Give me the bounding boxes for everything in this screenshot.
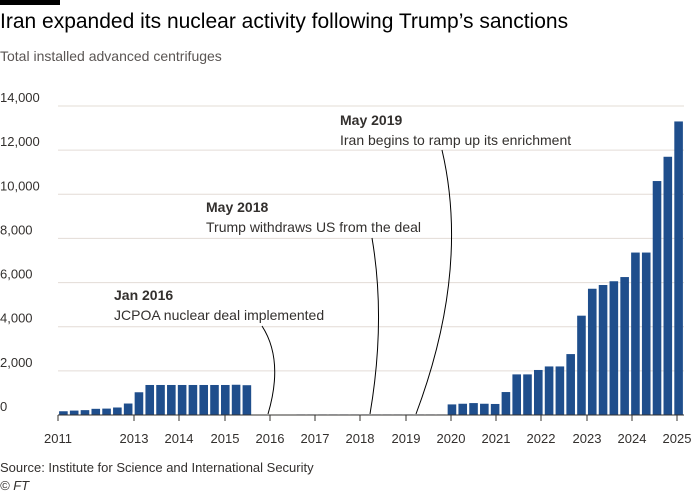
data-bar <box>609 281 619 415</box>
data-bar <box>577 315 586 415</box>
x-tick-label: 2016 <box>256 431 285 446</box>
data-bar <box>544 366 554 415</box>
x-tick-label: 2019 <box>392 431 421 446</box>
data-bar <box>631 252 640 415</box>
data-bar <box>533 369 543 415</box>
annotation-text: Iran begins to ramp up its enrichment <box>340 132 571 148</box>
data-bar <box>156 384 165 415</box>
data-bar <box>480 403 489 415</box>
x-tick-label: 2024 <box>618 431 647 446</box>
x-tick-label: 2018 <box>346 431 375 446</box>
y-tick-label: 12,000 <box>0 134 40 149</box>
data-bar <box>587 288 597 415</box>
x-tick-label: 2014 <box>165 431 194 446</box>
data-bar <box>220 384 230 415</box>
data-bar <box>512 374 522 415</box>
data-bar <box>242 385 252 415</box>
data-bar <box>102 408 111 415</box>
annotation-leader-line <box>261 325 276 415</box>
annotation-text: JCPOA nuclear deal implemented <box>114 307 324 323</box>
data-bar <box>447 404 457 415</box>
data-bar <box>91 408 101 415</box>
data-bar <box>80 410 90 415</box>
data-bar <box>134 392 144 415</box>
chart-title: Iran expanded its nuclear activity follo… <box>0 10 569 33</box>
data-bar <box>523 374 532 415</box>
x-tick-label: 2011 <box>44 431 72 446</box>
data-bar <box>490 403 500 415</box>
annotation-date: Jan 2016 <box>114 287 173 303</box>
x-tick-label: 2015 <box>211 431 240 446</box>
data-bar <box>641 252 651 415</box>
chart-subtitle: Total installed advanced centrifuges <box>0 48 222 64</box>
data-bar <box>501 392 511 415</box>
source-note: Source: Institute for Science and Intern… <box>0 460 314 475</box>
y-tick-label: 4,000 <box>0 311 33 326</box>
x-tick-label: 2013 <box>120 431 149 446</box>
bar-chart: 0 2,000 4,000 6,000 8,000 10,000 12,000 14,000 2… <box>0 90 692 446</box>
y-tick-label: 0 <box>0 399 7 414</box>
data-bar <box>674 121 683 415</box>
data-bar <box>177 384 187 415</box>
y-tick-label: 8,000 <box>0 222 33 237</box>
data-bar <box>167 384 176 415</box>
y-tick-label: 6,000 <box>0 267 33 282</box>
data-bar <box>652 181 662 415</box>
data-bar <box>458 403 468 415</box>
annotation-leader-line <box>369 237 379 415</box>
brand-bar <box>0 0 60 5</box>
annotation-date: May 2018 <box>206 199 268 215</box>
x-tick-label: 2017 <box>301 431 330 446</box>
annotation-text: Trump withdraws US from the deal <box>206 219 421 235</box>
data-bar <box>145 384 155 415</box>
x-tick-label: 2022 <box>527 431 556 446</box>
credit-note: © FT <box>0 478 30 493</box>
data-bar <box>231 384 241 415</box>
data-bar <box>598 284 608 415</box>
data-bar <box>620 277 629 415</box>
y-tick-label: 10,000 <box>0 178 40 193</box>
data-bar <box>210 384 219 415</box>
y-tick-label: 2,000 <box>0 355 33 370</box>
data-bar <box>113 407 122 415</box>
x-tick-label: 2023 <box>573 431 602 446</box>
x-tick-label: 2025 <box>663 431 692 446</box>
data-bar <box>199 384 209 415</box>
x-tick-label: 2021 <box>482 431 511 446</box>
data-bar <box>69 410 79 415</box>
x-tick-label: 2020 <box>437 431 466 446</box>
data-bar <box>555 366 565 415</box>
y-tick-label: 14,000 <box>0 90 40 105</box>
annotation-leader-line <box>415 149 453 415</box>
data-bar <box>59 411 68 415</box>
data-bar <box>188 384 198 415</box>
annotation-date: May 2019 <box>340 112 402 128</box>
data-bar <box>123 403 133 415</box>
data-bar <box>469 403 478 415</box>
data-bar <box>663 156 673 415</box>
data-bar <box>566 354 575 415</box>
